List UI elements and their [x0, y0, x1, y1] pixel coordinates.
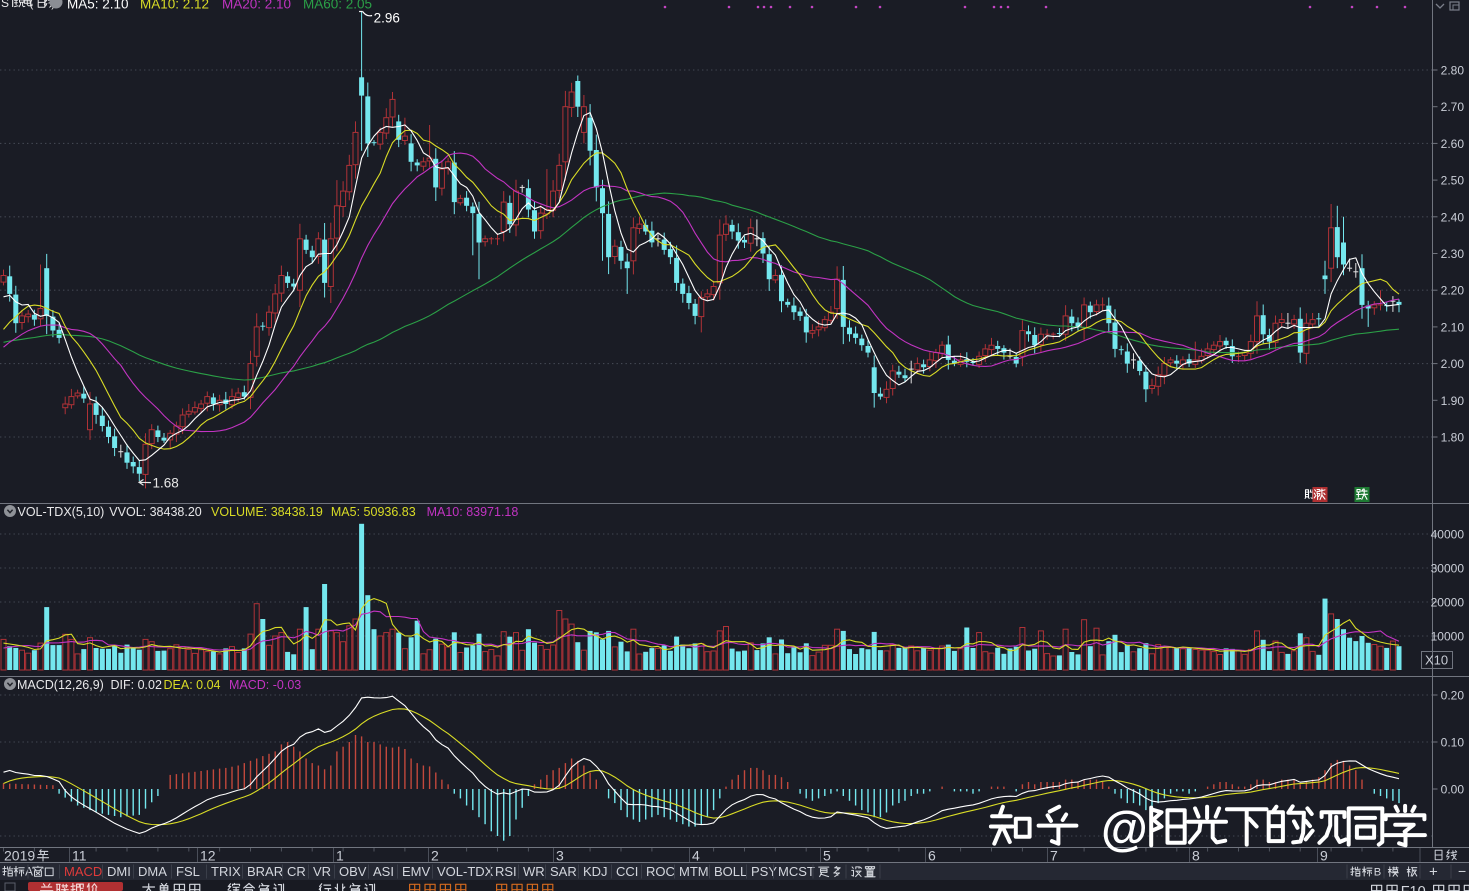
svg-text:DEA: 0.04: DEA: 0.04 — [164, 678, 221, 692]
svg-text:6: 6 — [928, 848, 936, 864]
svg-text:SAR: SAR — [550, 864, 577, 879]
svg-text:0.20: 0.20 — [1441, 689, 1465, 703]
svg-text:MA60: 2.05: MA60: 2.05 — [303, 0, 372, 12]
svg-text:MACD(12,26,9): MACD(12,26,9) — [17, 678, 104, 692]
svg-text:40000: 40000 — [1431, 528, 1465, 542]
svg-text:30000: 30000 — [1431, 562, 1465, 576]
svg-text:VOLUME: 38438.19: VOLUME: 38438.19 — [211, 505, 323, 519]
svg-text:12: 12 — [200, 848, 216, 864]
svg-text:BOLL: BOLL — [714, 864, 747, 879]
svg-text:CCI: CCI — [616, 864, 638, 879]
svg-text:(: ( — [29, 0, 33, 10]
svg-text:F10: F10 — [1401, 884, 1426, 891]
svg-text:1.90: 1.90 — [1441, 394, 1465, 408]
svg-text:4: 4 — [692, 848, 700, 864]
svg-text:2.30: 2.30 — [1441, 247, 1465, 261]
svg-text:RSI: RSI — [495, 864, 517, 879]
svg-text:VOL-TDX(5,10): VOL-TDX(5,10) — [18, 505, 105, 519]
svg-text:PSY: PSY — [751, 864, 777, 879]
svg-text:0.00: 0.00 — [1441, 783, 1465, 797]
svg-text:2.70: 2.70 — [1441, 100, 1465, 114]
svg-text:MA5: 50936.83: MA5: 50936.83 — [331, 505, 416, 519]
svg-text:VR: VR — [313, 864, 331, 879]
svg-text:1.80: 1.80 — [1441, 431, 1465, 445]
svg-text:DMA: DMA — [138, 864, 167, 879]
svg-text:X10: X10 — [1425, 653, 1448, 668]
svg-text:DIF: 0.02: DIF: 0.02 — [111, 678, 162, 692]
svg-text:MACD: -0.03: MACD: -0.03 — [229, 678, 301, 692]
svg-text:OBV: OBV — [339, 864, 367, 879]
svg-text:VVOL: 38438.20: VVOL: 38438.20 — [109, 505, 201, 519]
svg-text:7: 7 — [1050, 848, 1058, 864]
svg-text:MA10: 83971.18: MA10: 83971.18 — [427, 505, 519, 519]
svg-text:8: 8 — [1192, 848, 1200, 864]
svg-text:2.96: 2.96 — [374, 11, 400, 26]
svg-text:2: 2 — [431, 848, 439, 864]
svg-text:TRIX: TRIX — [211, 864, 241, 879]
svg-text:2019: 2019 — [4, 848, 35, 864]
svg-text:MTM: MTM — [679, 864, 709, 879]
svg-text:−: − — [1458, 863, 1466, 879]
svg-text:EMV: EMV — [402, 864, 431, 879]
svg-text:FSL: FSL — [176, 864, 200, 879]
svg-text:2.80: 2.80 — [1441, 64, 1465, 78]
svg-text:2.10: 2.10 — [1441, 320, 1465, 334]
svg-text:+: + — [1429, 864, 1438, 881]
svg-text:B: B — [1374, 867, 1381, 879]
svg-text:20000: 20000 — [1431, 596, 1465, 610]
svg-text:DMI: DMI — [107, 864, 131, 879]
svg-text:KDJ: KDJ — [583, 864, 608, 879]
svg-text:5: 5 — [823, 848, 831, 864]
svg-text:10000: 10000 — [1431, 630, 1465, 644]
svg-text:MA10: 2.12: MA10: 2.12 — [140, 0, 209, 12]
svg-text:MACD: MACD — [64, 864, 102, 879]
svg-text:3: 3 — [556, 848, 564, 864]
svg-text:ST: ST — [1, 0, 17, 10]
svg-text:CR: CR — [287, 864, 306, 879]
svg-text:MCST: MCST — [778, 864, 815, 879]
svg-text:BRAR: BRAR — [247, 864, 283, 879]
svg-text:@: @ — [1101, 803, 1148, 856]
svg-text:MA20: 2.10: MA20: 2.10 — [222, 0, 291, 12]
svg-text:A: A — [25, 865, 33, 879]
svg-text:0.10: 0.10 — [1441, 736, 1465, 750]
svg-text:2.20: 2.20 — [1441, 284, 1465, 298]
svg-text:9: 9 — [1320, 848, 1328, 864]
svg-text:ROC: ROC — [646, 864, 675, 879]
svg-text:2.60: 2.60 — [1441, 137, 1465, 151]
svg-text:WR: WR — [523, 864, 545, 879]
svg-text:ASI: ASI — [373, 864, 394, 879]
svg-text:2.00: 2.00 — [1441, 357, 1465, 371]
svg-text:11: 11 — [72, 848, 87, 864]
svg-text:VOL-TDX: VOL-TDX — [437, 864, 494, 879]
svg-text:2.40: 2.40 — [1441, 210, 1465, 224]
svg-text:MA5: 2.10: MA5: 2.10 — [67, 0, 129, 12]
svg-text:2.50: 2.50 — [1441, 174, 1465, 188]
svg-text:1.68: 1.68 — [153, 476, 179, 491]
svg-text:1: 1 — [336, 848, 344, 864]
